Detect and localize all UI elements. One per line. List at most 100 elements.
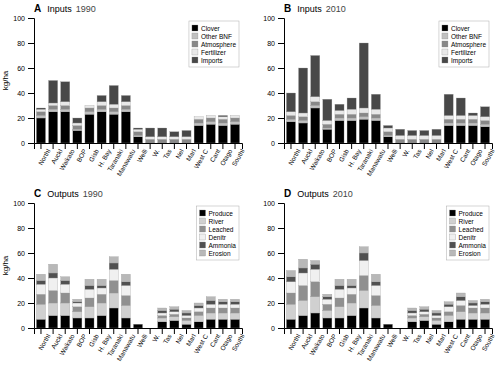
x-axis-line bbox=[285, 144, 493, 150]
bar-segment bbox=[323, 128, 332, 129]
bar-segment bbox=[61, 106, 70, 110]
bar-segment bbox=[36, 108, 45, 109]
bar-segment bbox=[97, 286, 106, 289]
panel-letter: A bbox=[34, 3, 41, 14]
bar-segment bbox=[444, 123, 453, 126]
y-tick: 60 bbox=[17, 250, 34, 257]
bar-segment bbox=[85, 105, 94, 106]
y-axis-line bbox=[28, 19, 35, 144]
bar-segment bbox=[121, 96, 130, 102]
bar-segment bbox=[432, 311, 441, 314]
bar-segment bbox=[383, 132, 392, 136]
legend-label: Denitr bbox=[209, 234, 227, 241]
x-tick-label: Southl bbox=[230, 332, 246, 352]
bar-segment bbox=[311, 106, 320, 109]
x-tick-mark bbox=[315, 143, 316, 149]
bar-segment bbox=[311, 261, 320, 265]
legend-entry: River bbox=[200, 218, 225, 225]
bar-segment bbox=[347, 98, 356, 109]
bar-segment bbox=[194, 126, 203, 144]
bar-segment bbox=[133, 128, 142, 129]
bar-segment bbox=[121, 306, 130, 319]
y-tick-label: 20 bbox=[17, 300, 25, 307]
bar-segment bbox=[299, 316, 308, 329]
bar-segment bbox=[61, 281, 70, 285]
bar-segment bbox=[36, 294, 45, 304]
bar-segment bbox=[73, 118, 82, 123]
legend-swatch bbox=[450, 226, 456, 232]
bar-segment bbox=[383, 136, 392, 137]
legend-entry: Atmosphere bbox=[442, 41, 486, 49]
legend-entry: Other BNF bbox=[442, 33, 482, 40]
bar-segment bbox=[182, 324, 191, 328]
bar-segment bbox=[286, 112, 295, 116]
bar-segment bbox=[230, 124, 239, 143]
legend-swatch bbox=[450, 242, 456, 248]
x-tick-mark bbox=[113, 143, 114, 149]
y-tick: 100 bbox=[263, 15, 284, 22]
x-tick: Southl bbox=[480, 328, 496, 352]
bars bbox=[286, 43, 489, 143]
bar-segment bbox=[347, 303, 356, 316]
bar-segment bbox=[323, 294, 332, 297]
bar-segment bbox=[359, 276, 368, 291]
bar-segment bbox=[335, 307, 344, 318]
bar-segment bbox=[121, 106, 130, 110]
legend-label: River bbox=[459, 218, 475, 225]
bar-segment bbox=[359, 247, 368, 253]
bar-segment bbox=[85, 318, 94, 328]
x-tick: Welli bbox=[135, 328, 148, 348]
bar-segment bbox=[182, 321, 191, 325]
y-tick-label: 20 bbox=[17, 115, 25, 122]
bar-segment bbox=[371, 94, 380, 109]
x-tick-mark bbox=[186, 328, 187, 334]
bar-segment bbox=[36, 112, 45, 116]
x-tick: Tas bbox=[162, 143, 173, 160]
bar-segment bbox=[396, 328, 405, 329]
bar-segment bbox=[121, 286, 130, 296]
bar-segment bbox=[230, 319, 239, 328]
legend-entry: Leached bbox=[200, 226, 234, 233]
y-axis-line bbox=[278, 204, 285, 329]
bar-segment bbox=[383, 324, 392, 325]
bar-segment bbox=[158, 308, 167, 311]
bar-segment bbox=[85, 286, 94, 290]
x-tick-label: Southl bbox=[230, 147, 246, 167]
x-tick-mark bbox=[89, 328, 90, 334]
bar-segment bbox=[408, 131, 417, 136]
x-tick: W. bbox=[400, 328, 411, 343]
bar-segment bbox=[85, 112, 94, 115]
legend-entry: Denitr bbox=[200, 234, 227, 241]
bar-segment bbox=[311, 297, 320, 313]
bar-segment bbox=[182, 316, 191, 319]
x-tick-label: West C bbox=[192, 148, 209, 170]
x-tick-mark bbox=[186, 143, 187, 149]
bar-segment bbox=[158, 137, 167, 140]
bar-segment bbox=[206, 118, 215, 122]
x-tick-label: Nel bbox=[174, 147, 185, 159]
legend-label: Produce bbox=[459, 210, 484, 217]
x-tick-mark bbox=[460, 328, 461, 334]
x-tick-mark bbox=[113, 328, 114, 334]
bar-segment bbox=[206, 124, 215, 143]
bar-segment bbox=[97, 106, 106, 110]
bar-segment bbox=[420, 312, 429, 315]
legend-swatch bbox=[442, 41, 448, 47]
legend-entry: Fertilizer bbox=[442, 49, 477, 56]
bar-segment bbox=[49, 103, 58, 106]
bar-segment bbox=[286, 93, 295, 112]
x-tick: Welli bbox=[135, 143, 148, 163]
bar-segment bbox=[146, 137, 155, 140]
x-tick-mark bbox=[303, 328, 304, 334]
x-tick: Waikato bbox=[308, 328, 326, 356]
bar-segment bbox=[359, 261, 368, 276]
bar-segment bbox=[480, 313, 489, 319]
y-tick-label: 60 bbox=[17, 65, 25, 72]
legend-swatch bbox=[450, 234, 456, 240]
x-tick-label: W. bbox=[151, 148, 161, 158]
legend-entry: Atmosphere bbox=[192, 41, 236, 49]
bar-segment bbox=[49, 273, 58, 278]
bar-segment bbox=[121, 296, 130, 306]
legend-label: Fertilizer bbox=[201, 49, 227, 56]
bar-segment bbox=[347, 279, 356, 285]
